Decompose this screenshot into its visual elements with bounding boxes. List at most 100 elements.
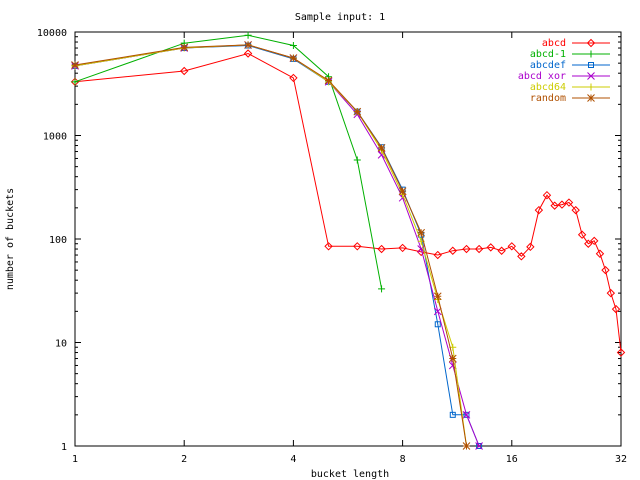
- x-tick-label: 8: [400, 454, 406, 465]
- series-layer: [70, 31, 626, 450]
- data-point-abcd: [179, 66, 189, 76]
- data-point-abcdef: [434, 321, 441, 328]
- data-point-random: [289, 54, 298, 62]
- data-point-random: [71, 61, 79, 69]
- data-point-abcd: [590, 236, 599, 246]
- data-point-random: [324, 76, 333, 85]
- data-point-abcd: [577, 230, 587, 239]
- legend-item-abcd-1: abcd-1: [530, 49, 610, 60]
- data-point-abcd: [564, 198, 574, 207]
- data-point-random: [244, 41, 252, 49]
- data-point-abcd-1: [353, 156, 361, 164]
- data-point-abcd: [557, 200, 567, 209]
- data-point-abcdef: [476, 443, 483, 449]
- data-point-random: [353, 107, 362, 116]
- data-point-abcd: [606, 288, 616, 298]
- y-tick-label: 10: [55, 339, 67, 350]
- data-point-abcd: [571, 205, 580, 215]
- data-point-abcd: [595, 249, 605, 258]
- legend-marker: [588, 62, 594, 68]
- series-abcd-1: [71, 31, 386, 293]
- data-point-random: [433, 292, 442, 301]
- legend-label: random: [530, 93, 566, 104]
- series-line-abcd-xor: [74, 44, 480, 447]
- data-point-abcd-xor: [462, 410, 471, 419]
- series-abcd64: [71, 41, 470, 450]
- series-line-abcd: [74, 52, 622, 353]
- x-tick-label: 4: [290, 454, 296, 465]
- series-random: [71, 41, 471, 450]
- data-point-abcd: [324, 242, 333, 251]
- legend-marker: [587, 83, 595, 91]
- data-point-abcd: [474, 244, 484, 254]
- series-line-abcd64: [74, 44, 467, 447]
- series-line-abcd-1: [74, 34, 383, 289]
- data-point-abcd: [550, 201, 559, 210]
- legend-marker: [586, 38, 596, 48]
- legend-item-abcdef: abcdef: [530, 60, 610, 71]
- x-tick-label: 16: [506, 454, 518, 465]
- data-point-abcd: [601, 265, 610, 275]
- legend-item-abcd: abcd: [542, 38, 610, 49]
- data-point-abcd: [507, 242, 517, 251]
- data-point-random: [417, 228, 426, 237]
- data-point-abcd: [497, 246, 506, 255]
- data-point-abcd-1: [71, 78, 79, 86]
- data-point-abcd-1: [289, 42, 297, 50]
- y-tick-label: 1000: [43, 132, 67, 143]
- chart-title: Sample input: 1: [295, 12, 385, 23]
- data-point-abcd: [611, 304, 621, 314]
- legend-item-abcd-xor: abcd xor: [518, 71, 610, 82]
- data-point-abcd: [517, 252, 526, 261]
- data-point-random: [448, 354, 457, 363]
- data-point-abcd: [526, 242, 535, 252]
- data-point-random: [180, 43, 189, 52]
- series-abcd: [70, 49, 626, 357]
- legend-marker: [587, 50, 595, 58]
- data-point-abcd: [433, 250, 442, 260]
- data-point-abcd: [584, 239, 593, 248]
- legend-label: abcdef: [530, 60, 566, 71]
- data-point-abcd: [289, 73, 298, 83]
- data-point-abcd-xor: [417, 245, 426, 253]
- legend-marker: [587, 94, 595, 102]
- legend-label: abcd-1: [530, 49, 566, 60]
- legend-item-random: random: [530, 93, 610, 104]
- legend-label: abcd: [542, 38, 566, 49]
- legend-label: abcd xor: [518, 71, 566, 82]
- y-tick-label: 10000: [37, 28, 67, 39]
- data-point-abcdef: [449, 411, 456, 418]
- data-point-abcd: [534, 205, 544, 215]
- legend-marker: [587, 72, 595, 80]
- data-point-abcd-xor: [475, 442, 483, 450]
- x-axis-label: bucket length: [311, 469, 389, 480]
- data-point-abcd: [486, 243, 495, 252]
- data-point-abcdef: [463, 411, 470, 418]
- data-point-abcd: [398, 243, 407, 253]
- y-axis: 1 10 100 1000 10000: [37, 28, 621, 453]
- data-point-abcd: [616, 348, 626, 357]
- data-point-random: [377, 143, 386, 152]
- data-point-random: [398, 187, 407, 195]
- x-tick-label: 32: [615, 454, 627, 465]
- data-point-abcd: [377, 244, 386, 254]
- data-point-abcd-1: [378, 285, 386, 293]
- x-tick-label: 2: [181, 454, 187, 465]
- x-tick-label: 1: [72, 454, 78, 465]
- data-point-abcd-xor: [433, 307, 442, 316]
- x-axis: 1 2 4 8 16 32: [72, 32, 627, 465]
- series-abcd-xor: [71, 41, 483, 450]
- data-point-abcd: [542, 190, 552, 200]
- data-point-abcd: [462, 244, 471, 254]
- data-point-abcd: [243, 49, 253, 58]
- data-point-abcd: [353, 242, 362, 251]
- data-point-abcd: [448, 246, 457, 255]
- y-tick-label: 100: [49, 235, 67, 246]
- data-point-abcd-1: [244, 31, 252, 39]
- data-point-random: [462, 442, 471, 450]
- series-line-random: [74, 44, 467, 447]
- legend-item-abcd64: abcd64: [530, 82, 610, 93]
- y-axis-label: number of buckets: [5, 188, 16, 290]
- legend-label: abcd64: [530, 82, 566, 93]
